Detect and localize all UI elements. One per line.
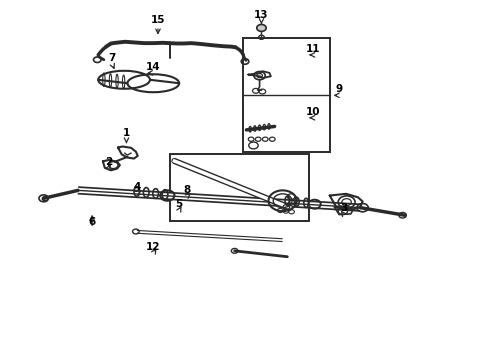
Text: 9: 9 [336,84,343,94]
Text: 3: 3 [340,203,347,213]
Text: 13: 13 [254,10,269,20]
Text: 6: 6 [89,217,96,227]
Bar [243,38,330,152]
Text: 8: 8 [183,185,190,195]
Text: 5: 5 [175,199,183,209]
Text: 4: 4 [133,182,141,192]
Circle shape [257,24,266,31]
Bar [170,154,309,221]
Text: 10: 10 [306,107,320,117]
Text: 15: 15 [151,15,165,25]
Text: 1: 1 [123,129,130,138]
Text: 7: 7 [109,53,116,63]
Text: 14: 14 [146,62,161,72]
Text: 12: 12 [146,242,161,252]
Text: 2: 2 [105,157,112,167]
Text: 11: 11 [306,44,320,54]
